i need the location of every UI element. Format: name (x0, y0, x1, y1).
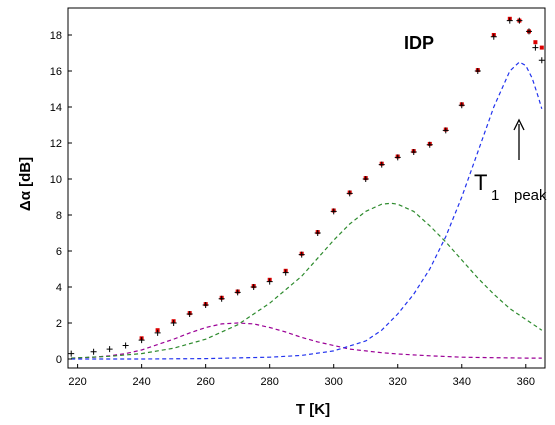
data-point-cross (106, 346, 113, 353)
x-tick-label: 340 (453, 376, 471, 388)
x-axis-title: T [K] (296, 401, 330, 418)
data-point-cross (218, 295, 225, 302)
peak-arrow-head (513, 118, 525, 131)
data-point-cross (490, 33, 497, 40)
plot-frame (67, 7, 546, 369)
fit-curve (71, 61, 543, 360)
data-point-red (533, 40, 538, 45)
y-axis-ticks: 0 2 4 6 8 10 12 14 16 18 (50, 30, 72, 366)
data-point-cross (474, 68, 481, 74)
y-axis-title: Δα [dB] (17, 157, 34, 211)
y-tick-label: 6 (56, 246, 62, 258)
data-point-cross (410, 149, 417, 155)
data-point-cross (346, 190, 353, 197)
data-point-cross (378, 161, 385, 168)
y-tick-label: 8 (56, 210, 62, 222)
data-point-cross (525, 28, 532, 35)
peak-label-main: T (474, 170, 487, 195)
data-point-cross (362, 176, 369, 182)
data-point-cross (506, 17, 513, 24)
data-point-cross (266, 278, 273, 285)
data-point-cross (170, 320, 177, 326)
fit-curve (71, 322, 542, 359)
peak-label-sub2: peak (514, 187, 547, 204)
x-tick-label: 260 (196, 376, 214, 388)
data-point-cross (330, 208, 337, 215)
data-point-cross (442, 127, 449, 134)
x-tick-label: 320 (389, 376, 407, 388)
data-point-cross (90, 348, 97, 355)
data-point-cross (532, 44, 539, 51)
y-tick-label: 14 (50, 102, 62, 114)
x-axis-ticks: 220 240 260 280 300 320 340 360 (68, 364, 535, 388)
fit-curve (71, 202, 543, 359)
data-point-cross (458, 102, 465, 109)
data-point-cross (298, 251, 305, 258)
data-point-cross (154, 329, 161, 336)
x-tick-label: 240 (132, 376, 150, 388)
x-tick-label: 360 (517, 376, 535, 388)
data-point-cross (68, 350, 75, 357)
plot-area (68, 16, 545, 360)
y-tick-label: 10 (50, 174, 62, 186)
x-tick-label: 280 (261, 376, 279, 388)
data-point-cross (122, 342, 129, 349)
data-point-cross (516, 17, 523, 24)
data-point-cross (426, 141, 433, 148)
sample-label: IDP (404, 33, 434, 53)
data-point-cross (282, 269, 289, 276)
data-point-cross (314, 230, 321, 236)
y-tick-label: 16 (50, 66, 62, 78)
data-point-cross (186, 311, 193, 317)
y-tick-label: 0 (56, 354, 62, 366)
peak-label-sub1: 1 (491, 187, 499, 204)
data-point-cross (394, 154, 401, 161)
y-tick-label: 12 (50, 138, 62, 150)
data-point-cross (202, 302, 209, 308)
y-tick-label: 2 (56, 318, 62, 330)
y-tick-label: 4 (56, 282, 62, 294)
y-tick-label: 18 (50, 30, 62, 42)
x-tick-label: 300 (325, 376, 343, 388)
data-point-cross (250, 284, 257, 290)
data-point-cross (138, 337, 145, 344)
data-point-cross (538, 57, 545, 64)
x-tick-label: 220 (68, 376, 86, 388)
data-point-cross (234, 289, 241, 296)
data-point-red (539, 45, 544, 50)
